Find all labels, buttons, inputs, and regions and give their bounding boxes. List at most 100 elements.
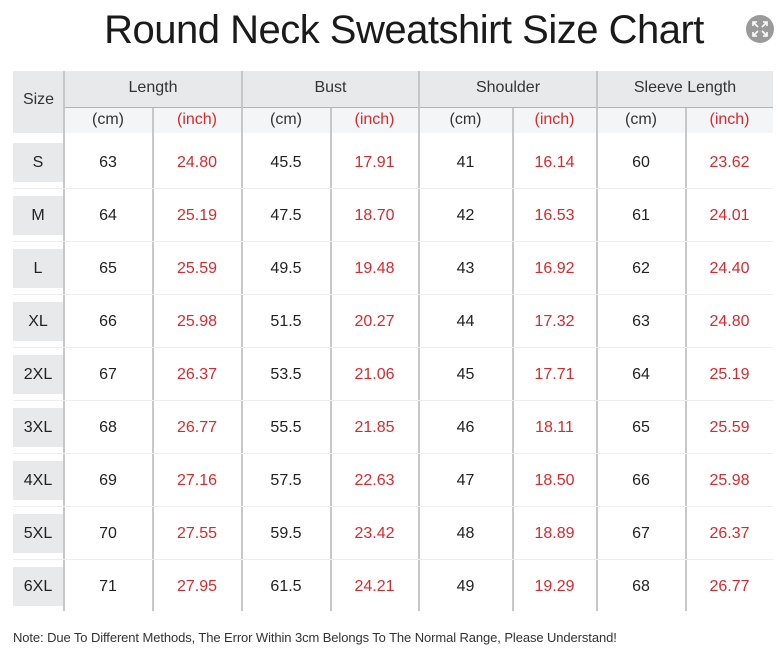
size-cell-m: M xyxy=(13,196,63,235)
table-cell: 44 xyxy=(456,313,475,330)
unit-label-inch: (inch) xyxy=(534,111,575,128)
unit-label-cm: (cm) xyxy=(92,111,124,128)
table-cell: 26.37 xyxy=(176,366,218,383)
table-cell: 25.59 xyxy=(176,260,218,277)
header-length: Length xyxy=(128,79,178,96)
table-cell: 17.32 xyxy=(534,313,575,330)
table-cell: 68 xyxy=(632,578,650,595)
table-cell: 65 xyxy=(632,419,650,436)
table-cell: 70 xyxy=(99,525,117,542)
table-cell: 27.95 xyxy=(176,578,218,595)
size-cell-3xl: 3XL xyxy=(13,408,63,447)
table-cell: 26.77 xyxy=(176,419,218,436)
unit-label-cm: (cm) xyxy=(270,111,302,128)
table-cell: 60 xyxy=(632,154,650,171)
size-cell-4xl: 4XL xyxy=(13,461,63,500)
table-cell: 45.5 xyxy=(270,154,302,171)
unit-label-inch: (inch) xyxy=(354,111,395,128)
table-cell: 66 xyxy=(632,472,650,489)
column-divider xyxy=(241,71,243,611)
row-divider xyxy=(13,453,773,454)
table-cell: 26.77 xyxy=(709,578,750,595)
size-cell-xl: XL xyxy=(13,302,63,341)
table-cell: 55.5 xyxy=(270,419,302,436)
table-cell: 25.19 xyxy=(176,207,218,224)
size-cell-s: S xyxy=(13,143,63,182)
unit-divider xyxy=(512,108,514,611)
table-cell: 43 xyxy=(456,260,475,277)
table-cell: 46 xyxy=(456,419,475,436)
header-sleeve-length: Sleeve Length xyxy=(633,79,737,96)
column-divider xyxy=(63,71,65,611)
table-cell: 18.50 xyxy=(534,472,575,489)
table-cell: 24.80 xyxy=(709,313,750,330)
table-cell: 19.29 xyxy=(534,578,575,595)
table-cell: 47 xyxy=(456,472,475,489)
table-cell: 66 xyxy=(99,313,117,330)
unit-label-cm: (cm) xyxy=(625,111,657,128)
unit-divider xyxy=(685,108,687,611)
table-cell: 47.5 xyxy=(270,207,302,224)
size-cell-l: L xyxy=(13,249,63,288)
table-cell: 27.55 xyxy=(176,525,218,542)
table-cell: 63 xyxy=(99,154,117,171)
unit-label-inch: (inch) xyxy=(709,111,750,128)
expand-icon xyxy=(752,21,768,37)
table-cell: 24.80 xyxy=(176,154,218,171)
header-shoulder: Shoulder xyxy=(475,79,541,96)
table-cell: 51.5 xyxy=(270,313,302,330)
table-cell: 64 xyxy=(632,366,650,383)
table-cell: 20.27 xyxy=(354,313,395,330)
size-cell-5xl: 5XL xyxy=(13,514,63,553)
table-cell: 65 xyxy=(99,260,117,277)
table-cell: 24.40 xyxy=(709,260,750,277)
size-cell-2xl: 2XL xyxy=(13,355,63,394)
unit-label-inch: (inch) xyxy=(176,111,217,128)
table-cell: 25.59 xyxy=(709,419,750,436)
table-cell: 25.98 xyxy=(176,313,218,330)
size-cell-6xl: 6XL xyxy=(13,567,63,606)
table-cell: 21.06 xyxy=(354,366,395,383)
table-cell: 64 xyxy=(99,207,117,224)
column-divider xyxy=(418,71,420,611)
table-cell: 24.21 xyxy=(354,578,395,595)
table-cell: 19.48 xyxy=(354,260,395,277)
column-divider xyxy=(596,71,598,611)
table-cell: 17.91 xyxy=(354,154,395,171)
table-cell: 49.5 xyxy=(270,260,302,277)
table-cell: 59.5 xyxy=(270,525,302,542)
table-cell: 17.71 xyxy=(534,366,575,383)
row-divider xyxy=(13,241,773,242)
table-cell: 26.37 xyxy=(709,525,750,542)
row-divider xyxy=(13,506,773,507)
table-cell: 25.19 xyxy=(709,366,750,383)
table-cell: 23.62 xyxy=(709,154,750,171)
table-cell: 18.70 xyxy=(354,207,395,224)
table-cell: 18.11 xyxy=(535,419,574,436)
size-chart-table: Size Length Bust Shoulder Sleeve Length (cm) (… xyxy=(13,71,773,611)
unit-divider xyxy=(152,108,154,611)
table-cell: 62 xyxy=(632,260,650,277)
unit-divider xyxy=(330,108,332,611)
table-cell: 16.14 xyxy=(534,154,575,171)
row-divider xyxy=(13,188,773,189)
header-bust: Bust xyxy=(314,79,347,96)
table-cell: 67 xyxy=(632,525,650,542)
table-cell: 67 xyxy=(99,366,117,383)
unit-label-cm: (cm) xyxy=(449,111,482,128)
table-cell: 24.01 xyxy=(709,207,750,224)
table-cell: 61 xyxy=(632,207,650,224)
table-cell: 63 xyxy=(632,313,650,330)
footnote: Note: Due To Different Methods, The Erro… xyxy=(13,630,617,645)
table-cell: 41 xyxy=(456,154,475,171)
table-cell: 71 xyxy=(99,578,117,595)
table-cell: 25.98 xyxy=(709,472,750,489)
row-divider xyxy=(13,559,773,560)
row-divider xyxy=(13,400,773,401)
expand-button[interactable] xyxy=(746,15,774,43)
table-cell: 49 xyxy=(456,578,475,595)
size-header: Size xyxy=(22,91,55,108)
table-cell: 22.63 xyxy=(354,472,395,489)
table-cell: 18.89 xyxy=(534,525,575,542)
table-cell: 16.53 xyxy=(534,207,575,224)
